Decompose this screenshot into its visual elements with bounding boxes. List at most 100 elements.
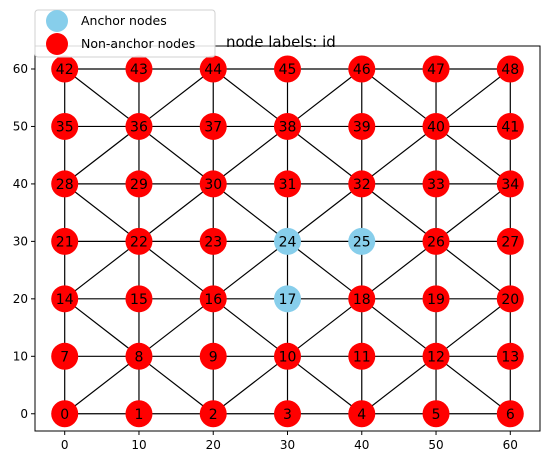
node-label-22: 22 bbox=[130, 234, 148, 250]
non-anchor-node-22 bbox=[125, 227, 153, 255]
node-label-41: 41 bbox=[501, 119, 519, 135]
non-anchor-node-40 bbox=[422, 112, 450, 140]
x-tick-label: 0 bbox=[61, 438, 69, 452]
x-tick-label: 10 bbox=[131, 438, 146, 452]
non-anchor-node-5 bbox=[422, 400, 450, 428]
node-label-18: 18 bbox=[353, 292, 371, 308]
legend: Anchor nodes Non-anchor nodes bbox=[34, 9, 216, 58]
anchor-node-25 bbox=[348, 227, 376, 255]
non-anchor-node-31 bbox=[274, 170, 301, 198]
y-tick-label: 60 bbox=[13, 62, 28, 76]
non-anchor-node-42 bbox=[51, 55, 79, 83]
node-label-30: 30 bbox=[204, 177, 222, 193]
node-label-7: 7 bbox=[60, 349, 69, 365]
node-label-9: 9 bbox=[209, 349, 218, 365]
non-anchor-node-37 bbox=[199, 112, 227, 140]
node-label-5: 5 bbox=[432, 407, 441, 423]
node-label-40: 40 bbox=[427, 119, 445, 135]
y-tick-label: 10 bbox=[13, 349, 28, 363]
edge-2-8 bbox=[138, 355, 214, 415]
edge-32-38 bbox=[287, 125, 363, 185]
anchor-node-17 bbox=[274, 285, 301, 313]
legend-box bbox=[34, 9, 216, 58]
edge-40-46 bbox=[361, 68, 437, 127]
anchor-node-24 bbox=[274, 227, 301, 255]
non-anchor-node-8 bbox=[125, 342, 153, 370]
non-anchor-node-7 bbox=[51, 342, 79, 370]
non-anchor-node-33 bbox=[422, 170, 450, 198]
non-anchor-node-23 bbox=[199, 227, 227, 255]
node-label-6: 6 bbox=[506, 407, 515, 423]
non-anchor-node-41 bbox=[496, 112, 524, 140]
node-label-15: 15 bbox=[130, 292, 148, 308]
edge-24-30 bbox=[212, 183, 288, 242]
node-label-0: 0 bbox=[60, 407, 69, 423]
node-label-17: 17 bbox=[279, 292, 297, 308]
edge-10-18 bbox=[287, 298, 363, 357]
node-label-44: 44 bbox=[204, 62, 222, 78]
non-anchor-node-14 bbox=[51, 285, 79, 313]
non-anchor-node-45 bbox=[274, 55, 301, 83]
non-anchor-node-30 bbox=[199, 170, 227, 198]
node-label-12: 12 bbox=[427, 349, 445, 365]
edge-40-48 bbox=[435, 68, 511, 127]
node-label-14: 14 bbox=[56, 292, 74, 308]
edge-26-32 bbox=[361, 183, 437, 242]
node-label-37: 37 bbox=[204, 119, 222, 135]
non-anchor-node-48 bbox=[496, 55, 524, 83]
node-label-20: 20 bbox=[501, 292, 519, 308]
legend-anchor-marker bbox=[46, 10, 68, 32]
edge-38-44 bbox=[212, 68, 288, 127]
non-anchor-node-36 bbox=[125, 112, 153, 140]
edge-0-8 bbox=[64, 355, 140, 415]
non-anchor-node-32 bbox=[348, 170, 376, 198]
non-anchor-node-10 bbox=[274, 342, 301, 370]
non-anchor-node-28 bbox=[51, 170, 79, 198]
non-anchor-node-46 bbox=[348, 55, 376, 83]
non-anchor-node-15 bbox=[125, 285, 153, 313]
node-label-33: 33 bbox=[427, 177, 445, 193]
non-anchor-node-44 bbox=[199, 55, 227, 83]
non-anchor-node-0 bbox=[51, 400, 79, 428]
y-tick-label: 40 bbox=[13, 177, 28, 191]
y-tick-label: 50 bbox=[13, 119, 28, 133]
node-label-4: 4 bbox=[357, 407, 366, 423]
edge-22-28 bbox=[64, 183, 140, 242]
non-anchor-node-1 bbox=[125, 400, 153, 428]
chart-title: node labels: id bbox=[226, 33, 336, 51]
edge-16-24 bbox=[212, 240, 288, 300]
non-anchor-node-26 bbox=[422, 227, 450, 255]
edge-26-34 bbox=[435, 183, 511, 242]
edge-12-18 bbox=[361, 298, 437, 357]
node-label-2: 2 bbox=[209, 407, 218, 423]
non-anchor-node-21 bbox=[51, 227, 79, 255]
x-tick-label: 50 bbox=[428, 438, 443, 452]
legend-anchor-label: Anchor nodes bbox=[81, 13, 167, 28]
non-anchor-node-18 bbox=[348, 285, 376, 313]
legend-non-anchor-label: Non-anchor nodes bbox=[81, 36, 195, 51]
edge-36-42 bbox=[64, 68, 140, 127]
edge-4-10 bbox=[287, 355, 363, 415]
x-tick-label: 30 bbox=[280, 438, 295, 452]
non-anchor-node-6 bbox=[496, 400, 524, 428]
node-label-32: 32 bbox=[353, 177, 371, 193]
node-label-26: 26 bbox=[427, 234, 445, 250]
node-label-46: 46 bbox=[353, 62, 371, 78]
edge-34-40 bbox=[435, 125, 511, 185]
x-tick-label: 40 bbox=[354, 438, 369, 452]
edge-10-16 bbox=[212, 298, 288, 357]
node-label-25: 25 bbox=[353, 234, 371, 250]
edge-8-16 bbox=[138, 298, 214, 357]
node-label-43: 43 bbox=[130, 62, 148, 78]
edge-18-26 bbox=[361, 240, 437, 300]
node-label-29: 29 bbox=[130, 177, 148, 193]
node-label-1: 1 bbox=[135, 407, 144, 423]
node-label-38: 38 bbox=[279, 119, 297, 135]
node-label-13: 13 bbox=[501, 349, 519, 365]
non-anchor-node-39 bbox=[348, 112, 376, 140]
y-tick-label: 0 bbox=[20, 407, 28, 421]
node-label-36: 36 bbox=[130, 119, 148, 135]
non-anchor-node-12 bbox=[422, 342, 450, 370]
